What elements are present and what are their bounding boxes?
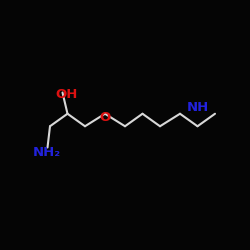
Text: NH: NH <box>186 101 208 114</box>
Text: NH₂: NH₂ <box>32 146 60 159</box>
Text: OH: OH <box>55 88 78 102</box>
Text: O: O <box>100 111 110 124</box>
